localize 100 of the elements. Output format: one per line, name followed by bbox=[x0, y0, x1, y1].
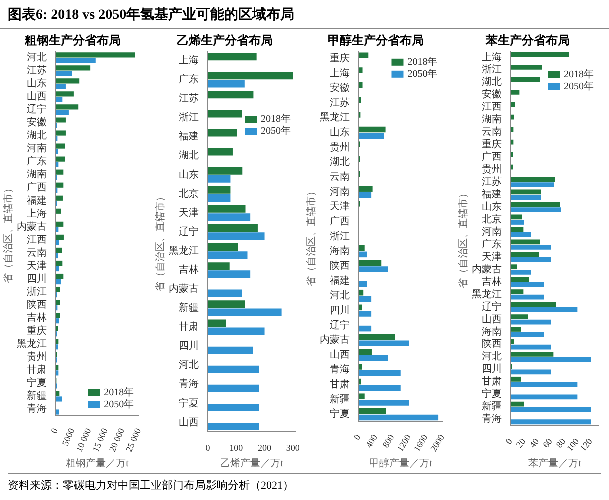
y-tick-label: 宁夏 bbox=[330, 408, 350, 420]
y-tick-label: 河南 bbox=[27, 142, 47, 155]
bar bbox=[208, 214, 250, 222]
legend-label: 2050年 bbox=[564, 80, 594, 92]
y-tick-label: 贵州 bbox=[27, 351, 47, 364]
y-tick-label: 四川 bbox=[178, 340, 199, 352]
y-tick-label: 新疆 bbox=[330, 393, 350, 406]
y-tick-label: 湖北 bbox=[178, 150, 199, 162]
y-tick-label: 河南 bbox=[482, 226, 502, 238]
y-tick-label: 陕西 bbox=[330, 260, 350, 272]
y-tick-label: 安徽 bbox=[330, 82, 350, 94]
x-tick-label: 200 bbox=[258, 442, 272, 453]
y-tick-label: 北京 bbox=[178, 188, 199, 200]
y-tick-label: 上海 bbox=[27, 208, 47, 220]
bar bbox=[208, 252, 248, 260]
y-tick-label: 陕西 bbox=[482, 338, 502, 350]
y-tick-label: 河北 bbox=[482, 350, 502, 363]
y-tick-label: 海南 bbox=[482, 326, 502, 338]
bar bbox=[208, 148, 233, 156]
y-tick-label: 天津 bbox=[482, 250, 502, 263]
legend-label: 2018年 bbox=[564, 68, 594, 80]
y-tick-label: 山西 bbox=[482, 313, 502, 326]
x-tick-label: 0 bbox=[504, 436, 515, 446]
y-tick-label: 河北 bbox=[27, 52, 47, 64]
y-tick-label: 江西 bbox=[482, 101, 502, 114]
legend-label: 2050年 bbox=[408, 68, 438, 80]
bar bbox=[208, 308, 282, 316]
y-tick-label: 海南 bbox=[330, 245, 350, 258]
y-tick-label: 甘肃 bbox=[330, 378, 350, 391]
y-tick-label: 广东 bbox=[27, 156, 47, 168]
x-tick-label: 20 bbox=[514, 436, 528, 450]
text: 资料来源：零碳电力对中国工业部门布局影响分析（2021） bbox=[8, 478, 295, 493]
y-tick-label: 辽宁 bbox=[178, 226, 199, 238]
y-tick-label: 重庆 bbox=[482, 138, 502, 151]
y-tick-label: 河北 bbox=[178, 359, 199, 372]
y-tick-label: 青海 bbox=[482, 413, 502, 426]
y-tick-label: 河北 bbox=[330, 290, 350, 302]
y-tick-label: 贵州 bbox=[330, 141, 350, 154]
bar bbox=[208, 205, 246, 213]
y-tick-label: 辽宁 bbox=[330, 319, 350, 332]
y-tick-label: 山西 bbox=[178, 416, 199, 428]
y-tick-label: 辽宁 bbox=[27, 104, 47, 116]
y-tick-label: 吉林 bbox=[482, 276, 502, 288]
x-tick-label: 25 000 bbox=[124, 426, 144, 454]
y-tick-label: 广西 bbox=[330, 216, 350, 228]
y-tick-label: 吉林 bbox=[178, 264, 199, 276]
bar bbox=[208, 346, 254, 354]
bar bbox=[208, 423, 259, 430]
y-tick-label: 内蒙古 bbox=[168, 283, 199, 296]
legend-label: 2018年 bbox=[104, 386, 134, 399]
y-tick-label: 云南 bbox=[27, 246, 47, 259]
y-tick-label: 浙江 bbox=[27, 286, 47, 298]
chart-title: 苯生产分省布局 bbox=[484, 33, 570, 48]
y-tick-label: 浙江 bbox=[178, 112, 199, 124]
y-tick-label: 四川 bbox=[330, 304, 350, 316]
y-axis-title: 省（自治区、直辖市） bbox=[2, 184, 15, 284]
y-tick-label: 江苏 bbox=[178, 92, 199, 105]
x-tick-label: 0 bbox=[49, 426, 60, 436]
bar bbox=[208, 194, 230, 202]
x-tick-label: 0 bbox=[352, 432, 364, 442]
y-tick-label: 陕西 bbox=[27, 298, 47, 311]
y-tick-label: 云南 bbox=[330, 171, 350, 184]
y-axis-title: 省（自治区、直辖市） bbox=[458, 188, 470, 289]
y-tick-label: 青海 bbox=[330, 364, 350, 376]
y-tick-label: 山西 bbox=[330, 348, 350, 361]
y-tick-label: 内蒙古 bbox=[17, 220, 47, 233]
bar bbox=[208, 91, 254, 99]
y-tick-label: 上海 bbox=[482, 51, 502, 64]
x-tick-label: 40 bbox=[528, 436, 542, 450]
y-tick-label: 安徽 bbox=[482, 88, 502, 101]
bar bbox=[208, 290, 242, 298]
chart-title: 粗钢生产分省布局 bbox=[24, 33, 121, 48]
x-tick-label: 400 bbox=[364, 432, 380, 450]
bar bbox=[208, 53, 256, 61]
y-tick-label: 江苏 bbox=[27, 64, 47, 77]
legend-label: 2050年 bbox=[260, 125, 291, 138]
y-tick-label: 湖南 bbox=[27, 168, 47, 181]
chart-title: 乙烯生产分省布局 bbox=[176, 33, 273, 48]
y-tick-label: 上海 bbox=[178, 54, 199, 67]
text: 图表6: 2018 vs 2050年氢基产业可能的区域布局 bbox=[8, 6, 296, 24]
x-tick-label: 5000 bbox=[60, 426, 77, 448]
y-tick-label: 湖北 bbox=[330, 156, 350, 168]
x-tick-label: 300 bbox=[286, 442, 300, 453]
y-tick-label: 上海 bbox=[330, 67, 350, 80]
y-tick-label: 江西 bbox=[27, 234, 47, 246]
y-tick-label: 甘肃 bbox=[482, 376, 502, 388]
y-tick-label: 四川 bbox=[482, 363, 502, 376]
y-tick-label: 甘肃 bbox=[178, 321, 199, 334]
bar bbox=[208, 270, 250, 278]
y-tick-label: 浙江 bbox=[330, 230, 350, 242]
bar bbox=[208, 80, 245, 88]
y-tick-label: 山西 bbox=[27, 90, 47, 103]
y-tick-label: 浙江 bbox=[482, 64, 502, 76]
bar bbox=[208, 110, 242, 118]
y-tick-label: 黑龙江 bbox=[320, 112, 350, 124]
y-tick-label: 山东 bbox=[27, 78, 47, 90]
x-tick-label: 100 bbox=[229, 442, 244, 453]
y-tick-label: 宁夏 bbox=[27, 377, 47, 390]
bar bbox=[208, 244, 238, 251]
y-tick-label: 江苏 bbox=[482, 176, 502, 188]
